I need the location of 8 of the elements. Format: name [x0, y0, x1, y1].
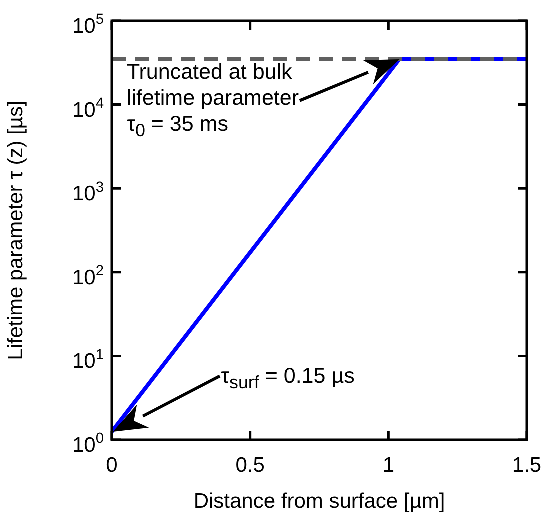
- x-tick-label: 1: [382, 454, 395, 477]
- x-tick-label: 0: [106, 454, 118, 477]
- x-axis-title: Distance from surface [µm]: [194, 490, 446, 514]
- x-tick-label: 1.5: [512, 454, 542, 477]
- x-tick-label: 0.5: [236, 454, 265, 477]
- annotation: Truncated at bulk lifetime parameter τ$_{0}$ = 35 ms: [126, 58, 300, 142]
- annotation: τ$_{surf}$ = 0.15 µs: [221, 363, 355, 395]
- y-axis-title: Lifetime parameter τ (z) [µs]: [4, 100, 28, 360]
